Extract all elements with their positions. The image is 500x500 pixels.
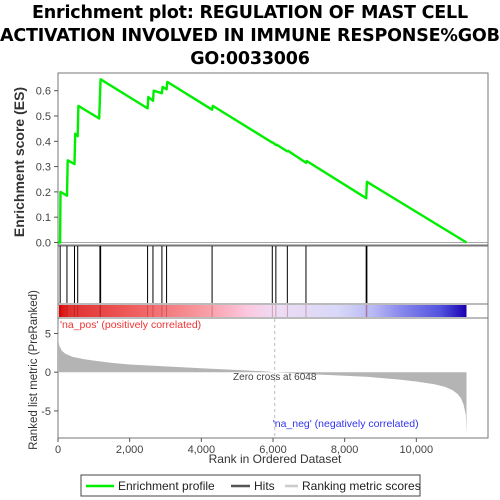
es-y-axis: 0.0 0.1 0.2 0.3 0.4 0.5 0.6 xyxy=(36,86,58,249)
metric-x-tick-label: 2,000 xyxy=(116,444,144,456)
hit-markers xyxy=(59,246,368,303)
es-y-axis-label: Enrichment score (ES) xyxy=(11,87,27,237)
legend-item-hits: Hits xyxy=(231,479,275,493)
metric-y-axis-label: Ranked list metric (PreRanked) xyxy=(28,290,40,450)
metric-x-tick-label: 6,000 xyxy=(259,444,287,456)
chart-title-line-3: GO:0033006 xyxy=(190,49,310,69)
legend-label-enrichment-profile: Enrichment profile xyxy=(118,479,215,493)
ranking-gradient-panel xyxy=(57,303,489,319)
es-y-tick-label: 0.1 xyxy=(36,212,51,224)
metric-y-axis: 5 0 -5 xyxy=(41,328,58,418)
chart-title-line-2: ACTIVATION INVOLVED IN IMMUNE RESPONSE%G… xyxy=(0,26,500,46)
ranking-gradient-hit-markers xyxy=(59,305,368,317)
es-y-tick-label: 0.3 xyxy=(36,162,51,174)
ranked-metric-panel: 5 0 -5 0 2,000 4,000 6,000 8,000 10,000 'na_pos… xyxy=(28,290,489,466)
zero-cross-label: Zero cross at 6048 xyxy=(233,372,317,383)
hits-panel xyxy=(57,245,489,305)
negative-correlation-label: 'na_neg' (negatively correlated) xyxy=(273,418,419,430)
metric-x-axis: 0 2,000 4,000 6,000 8,000 10,000 xyxy=(55,438,433,456)
es-panel-frame xyxy=(57,72,489,246)
metric-x-tick-label: 0 xyxy=(55,444,61,456)
legend-label-ranking-metric-scores: Ranking metric scores xyxy=(302,479,421,493)
chart-legend: Enrichment profile Hits Ranking metric s… xyxy=(80,474,421,497)
chart-title: Enrichment plot: REGULATION OF MAST CELL… xyxy=(0,2,500,71)
es-y-tick-label: 0.4 xyxy=(36,136,51,148)
metric-y-tick-label: -5 xyxy=(41,406,51,418)
es-y-tick-label: 0.5 xyxy=(36,111,51,123)
legend-label-hits: Hits xyxy=(254,479,275,493)
enrichment-score-panel: 0.0 0.1 0.2 0.3 0.4 0.5 0.6 Enrichment score (… xyxy=(11,72,489,249)
enrichment-profile-line xyxy=(58,78,468,244)
hits-panel-frame xyxy=(57,245,489,305)
metric-x-tick-label: 10,000 xyxy=(400,444,434,456)
positive-correlation-label: 'na_pos' (positively correlated) xyxy=(60,319,201,331)
legend-item-ranking-metric-scores: Ranking metric scores xyxy=(285,479,421,493)
legend-item-enrichment-profile: Enrichment profile xyxy=(86,479,215,493)
chart-title-line-1: Enrichment plot: REGULATION OF MAST CELL xyxy=(32,3,468,23)
metric-y-tick-label: 0 xyxy=(45,367,51,379)
es-y-tick-label: 0.0 xyxy=(36,237,51,249)
metric-y-tick-label: 5 xyxy=(45,328,51,340)
legend-frame xyxy=(80,474,421,497)
metric-x-tick-label: 4,000 xyxy=(188,444,216,456)
metric-x-axis-label: Rank in Ordered Dataset xyxy=(209,452,342,466)
ranked-metric-area xyxy=(58,321,467,435)
es-y-tick-label: 0.6 xyxy=(36,86,51,98)
es-y-tick-label: 0.2 xyxy=(36,187,51,199)
ranking-gradient-bar xyxy=(59,305,467,317)
metric-x-tick-label: 8,000 xyxy=(331,444,359,456)
